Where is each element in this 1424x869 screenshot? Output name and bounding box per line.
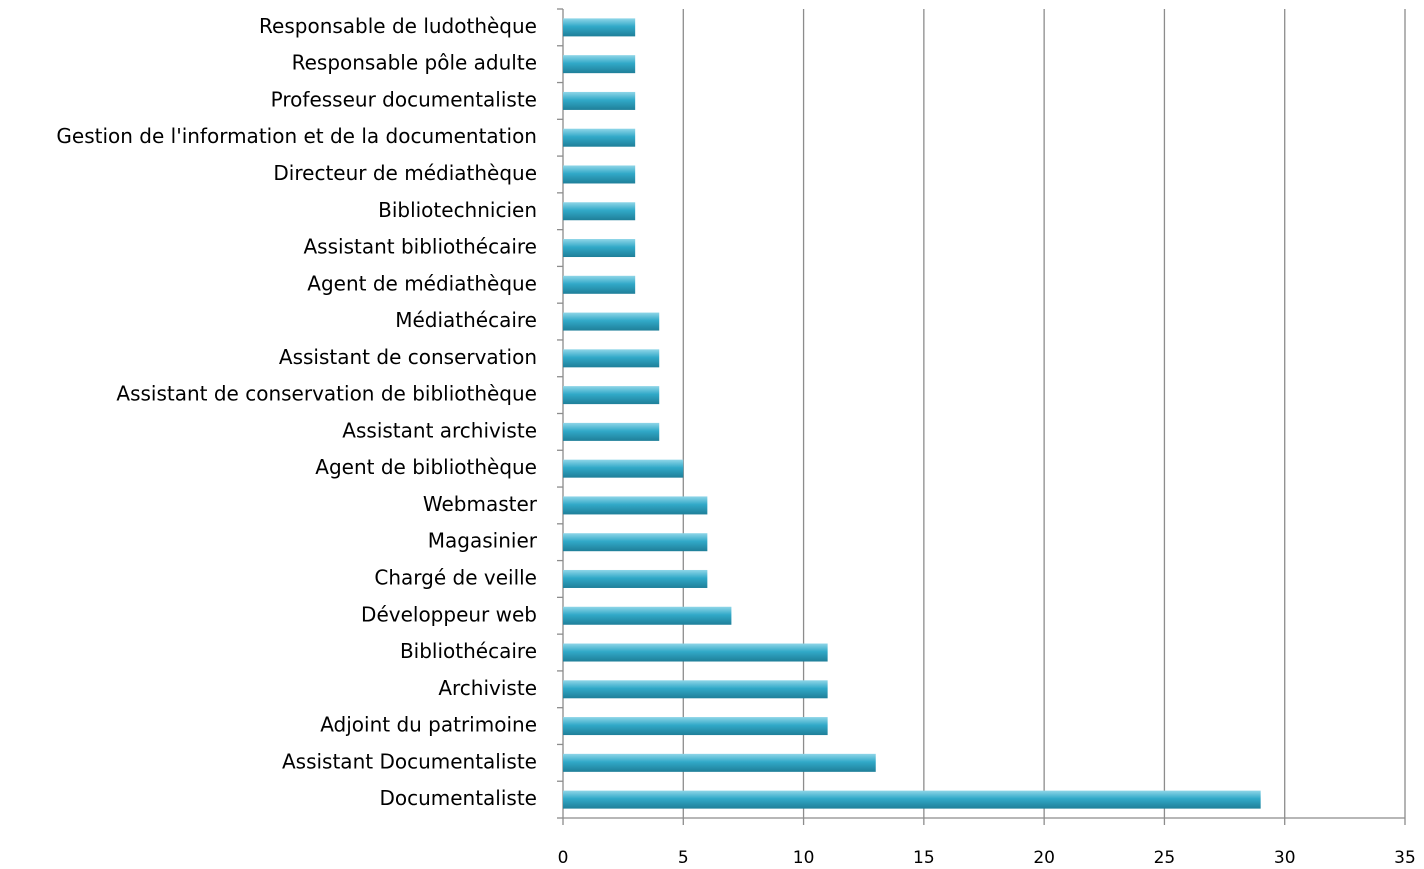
y-tick-label: Gestion de l'information et de la docume… (56, 124, 537, 148)
y-tick-label: Assistant de conservation de bibliothèqu… (116, 382, 537, 406)
bar (563, 753, 876, 772)
y-tick-label: Assistant bibliothécaire (304, 235, 538, 259)
bar (563, 569, 708, 588)
y-tick-label: Adjoint du patrimoine (320, 713, 537, 737)
bar (563, 349, 660, 368)
y-tick-label: Professeur documentaliste (271, 87, 537, 111)
bar (563, 91, 636, 110)
bar (563, 18, 636, 37)
bar (563, 533, 708, 552)
bar (563, 312, 660, 331)
y-tick-label: Médiathécaire (395, 308, 537, 332)
y-tick-label: Archiviste (438, 676, 537, 700)
bar (563, 202, 636, 221)
y-tick-label: Responsable pôle adulte (292, 51, 537, 75)
y-tick-label: Assistant archiviste (342, 418, 537, 442)
bar (563, 275, 636, 294)
y-tick-label: Assistant Documentaliste (282, 749, 537, 773)
bar (563, 717, 828, 736)
y-tick-label: Documentaliste (379, 786, 537, 810)
bar (563, 459, 684, 478)
bar (563, 386, 660, 405)
y-tick-label: Responsable de ludothèque (259, 14, 537, 38)
bar (563, 55, 636, 74)
y-tick-label: Chargé de veille (374, 565, 537, 589)
bar (563, 165, 636, 184)
x-tick-label: 10 (793, 848, 815, 868)
x-tick-label: 0 (558, 848, 569, 868)
y-tick-label: Développeur web (361, 602, 537, 626)
y-tick-label: Magasinier (428, 529, 538, 553)
y-tick-label: Agent de médiathèque (307, 271, 537, 295)
x-tick-label: 15 (913, 848, 935, 868)
bar (563, 790, 1261, 809)
y-tick-label: Bibliotechnicien (378, 198, 537, 222)
y-tick-label: Assistant de conservation (279, 345, 537, 369)
x-tick-label: 35 (1394, 848, 1416, 868)
y-tick-label: Directeur de médiathèque (273, 161, 537, 185)
x-tick-label: 20 (1033, 848, 1055, 868)
bar (563, 496, 708, 515)
y-tick-label: Webmaster (423, 492, 538, 516)
bar (563, 606, 732, 625)
y-tick-label: Agent de bibliothèque (315, 455, 537, 479)
x-tick-label: 25 (1154, 848, 1176, 868)
bar (563, 643, 828, 662)
y-tick-label: Bibliothécaire (400, 639, 537, 663)
bar (563, 422, 660, 441)
x-tick-label: 30 (1274, 848, 1296, 868)
bar (563, 239, 636, 258)
bar (563, 680, 828, 699)
x-tick-label: 5 (678, 848, 689, 868)
bar (563, 128, 636, 147)
